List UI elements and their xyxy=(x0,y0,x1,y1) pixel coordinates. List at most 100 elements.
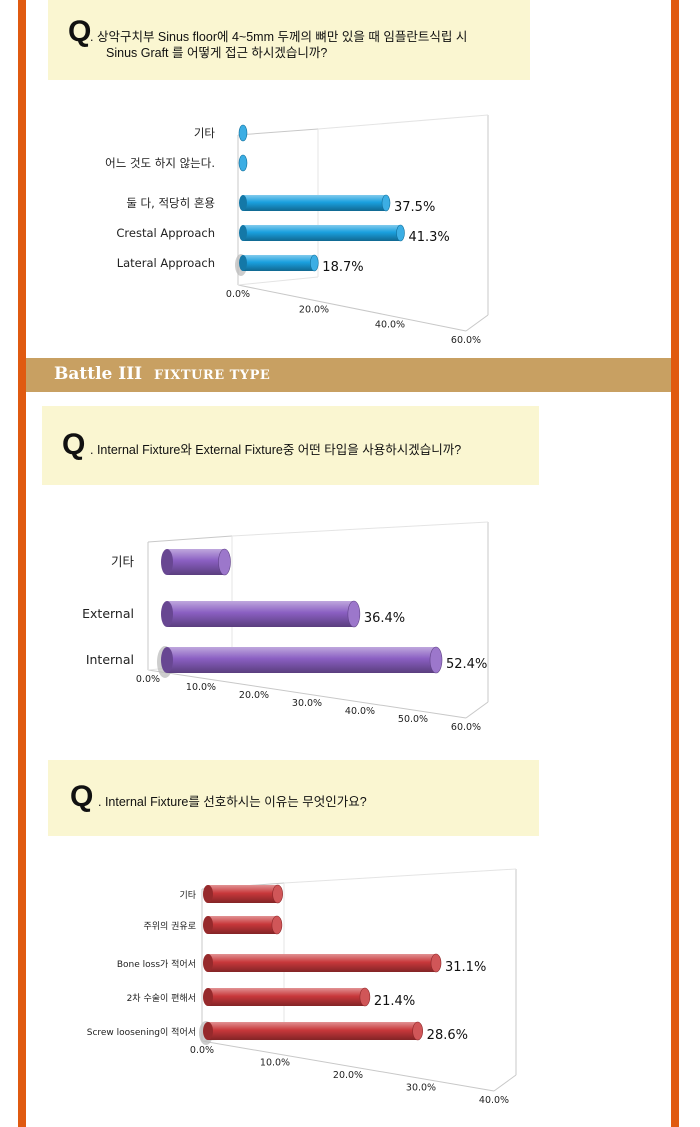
bar-start-cap xyxy=(203,988,213,1006)
category-label: 어느 것도 하지 않는다. xyxy=(105,156,215,170)
bar-start-cap xyxy=(161,549,173,575)
chart-gridline xyxy=(231,521,489,537)
bar xyxy=(203,953,442,973)
left-border xyxy=(18,0,26,1127)
category-label: Lateral Approach xyxy=(117,256,215,270)
bar-start-cap xyxy=(203,954,213,972)
x-tick-label: 10.0% xyxy=(186,682,216,693)
x-tick-label: 40.0% xyxy=(479,1095,509,1106)
bar-body xyxy=(208,988,365,1006)
bar-body xyxy=(208,885,278,903)
bar-body xyxy=(243,255,315,271)
bar xyxy=(203,915,283,935)
x-tick-label: 50.0% xyxy=(398,714,428,725)
chart-floor-front xyxy=(237,284,467,332)
bar xyxy=(235,254,319,276)
question-box-3: Q . Internal Fixture를 선호하시는 이유는 무엇인가요? xyxy=(48,760,539,836)
bar-end-cap xyxy=(429,646,443,674)
bar xyxy=(161,548,231,576)
category-label: Screw loosening이 적어서 xyxy=(87,1026,196,1038)
bar-start-cap xyxy=(161,601,173,627)
chart-floor-right xyxy=(465,314,489,332)
chart-fixture-type: 0.0% 10.0% 20.0% 30.0% 40.0% 50.0% 60.0% 기타 Exte… xyxy=(82,521,489,733)
bar-end-cap xyxy=(271,915,283,935)
chart-floor-back xyxy=(237,276,319,286)
value-label: 52.4% xyxy=(446,657,487,672)
bar-body xyxy=(167,601,354,627)
category-label: 기타 xyxy=(111,554,135,569)
banner-title: Battle III FIXTURE TYPE xyxy=(54,364,270,384)
question-mark-q2: Q xyxy=(62,428,86,461)
banner-title-main: Battle III xyxy=(54,364,143,384)
x-tick-label: 20.0% xyxy=(299,304,329,315)
right-border xyxy=(671,0,679,1127)
question-mark-q3: Q xyxy=(70,780,94,813)
bar xyxy=(203,987,371,1007)
bar xyxy=(238,124,248,142)
question-text-q3-line1: . Internal Fixture를 선호하시는 이유는 무엇인가요? xyxy=(98,795,367,809)
category-label: 주위의 권유로 xyxy=(143,920,196,932)
chart-floor-right xyxy=(493,1074,517,1092)
x-tick-label: 0.0% xyxy=(136,674,160,685)
question-text-q2-line1: . Internal Fixture와 External Fixture중 어떤… xyxy=(90,443,462,457)
bar-body xyxy=(167,549,225,575)
x-tick-label: 40.0% xyxy=(375,320,405,331)
chart-floor-right xyxy=(465,701,489,719)
section-banner: Battle III FIXTURE TYPE xyxy=(26,358,671,392)
bar xyxy=(238,154,248,172)
bar-start-cap xyxy=(239,255,247,271)
x-tick-label: 0.0% xyxy=(226,289,250,300)
category-label: External xyxy=(82,606,134,621)
bar xyxy=(239,224,405,242)
value-label: 36.4% xyxy=(364,611,405,626)
bar-end-cap xyxy=(347,600,361,628)
bar-end-cap xyxy=(381,194,391,212)
category-label: 둘 다, 적당히 혼용 xyxy=(126,196,215,210)
category-label: 2차 수술이 편해서 xyxy=(127,992,196,1004)
bar-start-cap xyxy=(203,1022,213,1040)
x-tick-label: 60.0% xyxy=(451,722,481,733)
bar xyxy=(203,884,283,904)
question-box-2: Q . Internal Fixture와 External Fixture중 … xyxy=(42,406,539,485)
category-label: Crestal Approach xyxy=(116,226,215,240)
category-label: 기타 xyxy=(179,890,196,901)
x-tick-label: 30.0% xyxy=(292,698,322,709)
question-text-q1-line2: Sinus Graft 를 어떻게 접근 하시겠습니까? xyxy=(106,46,328,60)
bar-body xyxy=(208,916,277,934)
chart-gridline xyxy=(317,114,489,130)
x-tick-label: 30.0% xyxy=(406,1083,436,1094)
x-tick-label: 10.0% xyxy=(260,1058,290,1069)
bar-body xyxy=(167,647,436,673)
bar xyxy=(239,194,391,212)
x-tick-label: 20.0% xyxy=(333,1070,363,1081)
bar-end-cap xyxy=(238,124,248,142)
chart-wall-top xyxy=(147,535,233,543)
bar-end-cap xyxy=(396,224,405,242)
bar-body xyxy=(243,225,401,241)
category-label: Internal xyxy=(86,652,134,667)
bar-end-cap xyxy=(412,1021,423,1041)
bar-start-cap xyxy=(239,225,247,241)
chart-wall-top xyxy=(237,128,319,136)
bar-body xyxy=(208,1022,418,1040)
value-label: 31.1% xyxy=(445,960,486,975)
bar-end-cap xyxy=(430,953,442,973)
bar-end-cap xyxy=(218,548,231,576)
x-tick-label: 40.0% xyxy=(345,706,375,717)
bar-end-cap xyxy=(272,884,283,904)
question-box-1: Q . 상악구치부 Sinus floor에 4~5mm 두께의 뼈만 있을 때… xyxy=(48,0,530,80)
chart-floor-front xyxy=(201,1040,495,1092)
x-tick-label: 60.0% xyxy=(451,335,481,346)
bar-start-cap xyxy=(161,647,173,673)
bar-end-cap xyxy=(310,254,319,272)
value-label: 41.3% xyxy=(408,230,449,245)
chart-floor-front xyxy=(147,669,467,719)
bar-end-cap xyxy=(238,154,248,172)
question-text-q1-line1: . 상악구치부 Sinus floor에 4~5mm 두께의 뼈만 있을 때 임… xyxy=(90,30,468,44)
bar-start-cap xyxy=(203,916,213,934)
bar xyxy=(157,646,443,678)
bar xyxy=(161,600,361,628)
bar-end-cap xyxy=(359,987,371,1007)
